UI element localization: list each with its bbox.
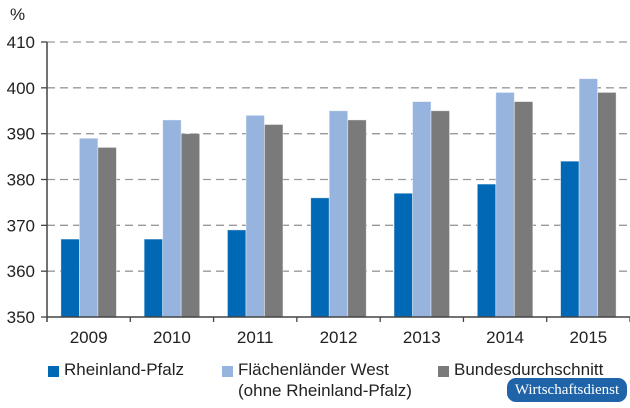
y-tick-label: 370 bbox=[7, 216, 35, 235]
bar-rheinland-pfalz-2013 bbox=[393, 192, 413, 318]
legend-label-rheinland-pfalz: Rheinland-Pfalz bbox=[64, 360, 185, 379]
bar-fl-chenl-nder-west-2015 bbox=[578, 78, 599, 318]
y-tick-label: 400 bbox=[7, 79, 35, 98]
y-tick-label: 410 bbox=[7, 33, 35, 52]
x-tick-label: 2013 bbox=[403, 328, 441, 347]
bar-bundesdurchschnitt-2013 bbox=[430, 110, 450, 318]
legend-swatch-bundesdurchschnitt bbox=[438, 366, 449, 377]
y-tick-label: 380 bbox=[7, 171, 35, 190]
bar-fl-chenl-nder-west-2010 bbox=[162, 119, 182, 318]
bar-rheinland-pfalz-2014 bbox=[476, 183, 497, 318]
bar-rheinland-pfalz-2011 bbox=[227, 229, 247, 318]
bar-fl-chenl-nder-west-2011 bbox=[245, 114, 265, 318]
bar-bundesdurchschnitt-2015 bbox=[597, 92, 617, 318]
bar-fl-chenl-nder-west-2012 bbox=[328, 110, 349, 318]
bar-rheinland-pfalz-2012 bbox=[310, 197, 330, 318]
wirtschaftsdienst-logo: Wirtschaftsdienst bbox=[507, 378, 627, 402]
legend-swatch-flaechenlaender-west bbox=[222, 366, 233, 377]
legend-label-flaechenlaender-west-note: (ohne Rheinland-Pfalz) bbox=[238, 381, 412, 400]
bar-bundesdurchschnitt-2011 bbox=[264, 124, 284, 318]
bar-bundesdurchschnitt-2009 bbox=[97, 147, 117, 318]
bar-rheinland-pfalz-2010 bbox=[143, 238, 164, 318]
bar-fl-chenl-nder-west-2013 bbox=[412, 101, 432, 318]
legend-label-bundesdurchschnitt: Bundesdurchschnitt bbox=[454, 360, 604, 379]
y-tick-label: 360 bbox=[7, 262, 35, 281]
x-tick-label: 2010 bbox=[153, 328, 191, 347]
bar-rheinland-pfalz-2015 bbox=[560, 160, 580, 318]
bar-fl-chenl-nder-west-2014 bbox=[495, 92, 515, 318]
x-tick-label: 2015 bbox=[569, 328, 607, 347]
legend-label-flaechenlaender-west: Flächenländer West bbox=[238, 360, 389, 379]
bar-bundesdurchschnitt-2012 bbox=[347, 119, 367, 318]
bar-bundesdurchschnitt-2014 bbox=[513, 101, 534, 318]
y-tick-label: 350 bbox=[7, 308, 35, 327]
x-tick-label: 2009 bbox=[70, 328, 108, 347]
legend-swatch-rheinland-pfalz bbox=[48, 366, 59, 377]
y-axis-unit-label: % bbox=[10, 5, 25, 24]
y-tick-label: 390 bbox=[7, 125, 35, 144]
x-tick-label: 2012 bbox=[320, 328, 358, 347]
bar-fl-chenl-nder-west-2009 bbox=[78, 137, 99, 318]
x-tick-label: 2011 bbox=[237, 328, 274, 347]
bar-rheinland-pfalz-2009 bbox=[60, 238, 80, 318]
bar-bundesdurchschnitt-2010 bbox=[180, 133, 201, 318]
x-tick-label: 2014 bbox=[486, 328, 524, 347]
